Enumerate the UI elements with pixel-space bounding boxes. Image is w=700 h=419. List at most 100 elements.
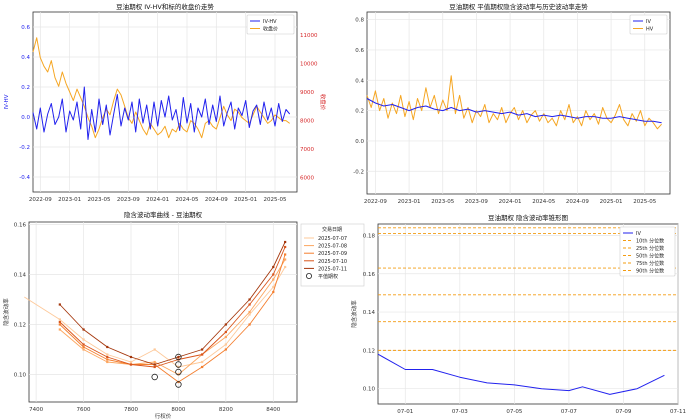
chart2-ytick-label: 0.8	[355, 18, 364, 24]
chart3-marker	[153, 360, 156, 364]
chart3-marker	[284, 245, 287, 249]
chart3-marker	[58, 303, 61, 306]
chart4-xtick-label: 07-11	[670, 409, 686, 415]
chart1-xtick-label: 2025-01	[234, 197, 257, 203]
chart2-series-hv	[366, 75, 662, 130]
chart3-marker	[129, 355, 133, 359]
chart2-title: 豆油期权 平值期权隐含波动率与历史波动率走势	[449, 2, 588, 11]
chart1-y2tick-label: 7000	[300, 147, 314, 153]
chart4-ytick-label: 0.18	[363, 233, 376, 239]
chart3-marker	[58, 318, 61, 321]
chart3-xlabel: 行权价	[155, 412, 172, 419]
chart3-marker	[224, 330, 227, 334]
chart1-title: 豆油期权 IV-HV和标的收盘价走势	[116, 2, 214, 11]
chart2-legend-box	[629, 14, 668, 35]
chart4-legend-label: 90th 分位数	[636, 268, 664, 275]
chart3-marker	[224, 343, 227, 346]
chart4-ylabel: 隐含波动率	[350, 300, 358, 328]
chart4-xtick-label: 07-05	[506, 409, 522, 415]
chart3-legend-label: 2025-07-11	[318, 266, 347, 272]
chart3-marker	[224, 335, 227, 339]
chart1-legend-box	[246, 14, 295, 35]
chart3-legend-title: 交易日期	[322, 226, 342, 233]
chart3-marker	[248, 323, 251, 326]
chart3-marker	[224, 348, 227, 351]
chart3-marker	[272, 278, 275, 281]
chart3-marker	[284, 253, 287, 256]
chart2-xtick-label: 2024-01	[499, 199, 522, 205]
chart3-legend-label: 2025-07-08	[318, 244, 347, 250]
chart3-marker	[201, 365, 204, 369]
chart3-marker	[82, 343, 85, 346]
chart3-atm-point	[151, 373, 158, 381]
chart1-xtick-label: 2024-05	[176, 197, 199, 203]
chart3-marker	[272, 265, 275, 269]
chart3-atm-point	[175, 353, 182, 361]
chart3-ytick-label: 0.10	[14, 373, 27, 379]
chart2-xtick-label: 2023-01	[398, 199, 421, 205]
chart2-xtick-label: 2023-09	[465, 199, 488, 205]
chart3-marker	[106, 355, 109, 359]
chart3-marker	[58, 323, 61, 326]
chart1-ytick-label: 0.0	[21, 115, 30, 121]
chart2-legend: IV HV	[629, 14, 668, 35]
chart3-marker	[248, 303, 251, 306]
chart3-marker	[106, 358, 109, 361]
chart3-xtick-label: 7600	[77, 407, 91, 413]
chart3-marker	[272, 285, 275, 289]
chart3-marker	[272, 273, 275, 276]
chart1-xtick-label: 2023-05	[88, 197, 111, 203]
chart4-legend-label: IV	[636, 231, 641, 237]
chart1-series-iv-hv	[32, 86, 291, 140]
chart3-atm-point	[175, 361, 182, 368]
chart1-y2tick-label: 10000	[300, 61, 318, 67]
chart3-ytick-label: 0.12	[14, 323, 26, 329]
chart1-legend-label: IV-HV	[263, 19, 277, 25]
chart3-legend-label: 2025-07-09	[318, 251, 347, 257]
chart3-marker	[106, 353, 109, 356]
chart3-marker	[201, 348, 204, 351]
chart3-marker	[106, 360, 109, 364]
chart4-xtick-label: 07-07	[561, 409, 577, 415]
chart1-y2tick-label: 6000	[300, 176, 314, 182]
chart4-xtick-label: 07-01	[397, 409, 413, 415]
chart4-xtick-label: 07-03	[452, 409, 468, 415]
chart3-xtick-label: 8400	[266, 407, 280, 413]
chart3-marker	[82, 328, 85, 331]
chart3-marker	[82, 345, 85, 349]
chart4-legend-label: 25th 分位数	[636, 245, 664, 252]
chart4-legend-label: 10th 分位数	[636, 238, 664, 245]
chart2-xtick-label: 2025-05	[633, 199, 656, 205]
chart3-marker	[58, 328, 61, 331]
chart3-marker	[284, 240, 287, 244]
chart3-axes: 7400 7600 7800 8000 8200 8400 0.16 0.14 0.12 0.10	[14, 222, 297, 413]
chart1-xtick-label: 2023-09	[117, 197, 140, 203]
chart4-title: 豆油期权 隐含波动率锥形图	[488, 213, 568, 222]
chart3-marker	[153, 348, 156, 351]
chart3-legend-label: 2025-07-07	[318, 236, 347, 242]
chart1-ytick-label: 0.6	[21, 25, 30, 31]
chart3-xtick-label: 8000	[171, 407, 185, 413]
chart3-marker	[224, 323, 227, 326]
chart1-xtick-label: 2022-09	[29, 197, 52, 203]
chart1-frame	[32, 11, 298, 193]
chart3-marker	[284, 265, 287, 269]
chart3-legend-swatch	[305, 272, 312, 279]
chart4-ytick-label: 0.16	[363, 272, 376, 278]
chart4-legend-box	[619, 226, 676, 277]
chart2-ytick-label: 0.0	[355, 139, 364, 145]
chart2-legend-label: IV	[646, 19, 651, 25]
chart2-series-iv	[366, 98, 662, 124]
chart2-xtick-label: 2023-05	[431, 199, 454, 205]
chart1-y2label: 收盘价	[319, 94, 327, 111]
chart1-ytick-label: -0.4	[19, 175, 30, 181]
chart1-xtick-label: 2024-01	[146, 197, 169, 203]
chart3-marker	[201, 360, 204, 364]
chart2-xtick-label: 2024-09	[566, 199, 589, 205]
chart3-marker	[129, 363, 133, 366]
chart3-ytick-label: 0.16	[14, 223, 27, 229]
